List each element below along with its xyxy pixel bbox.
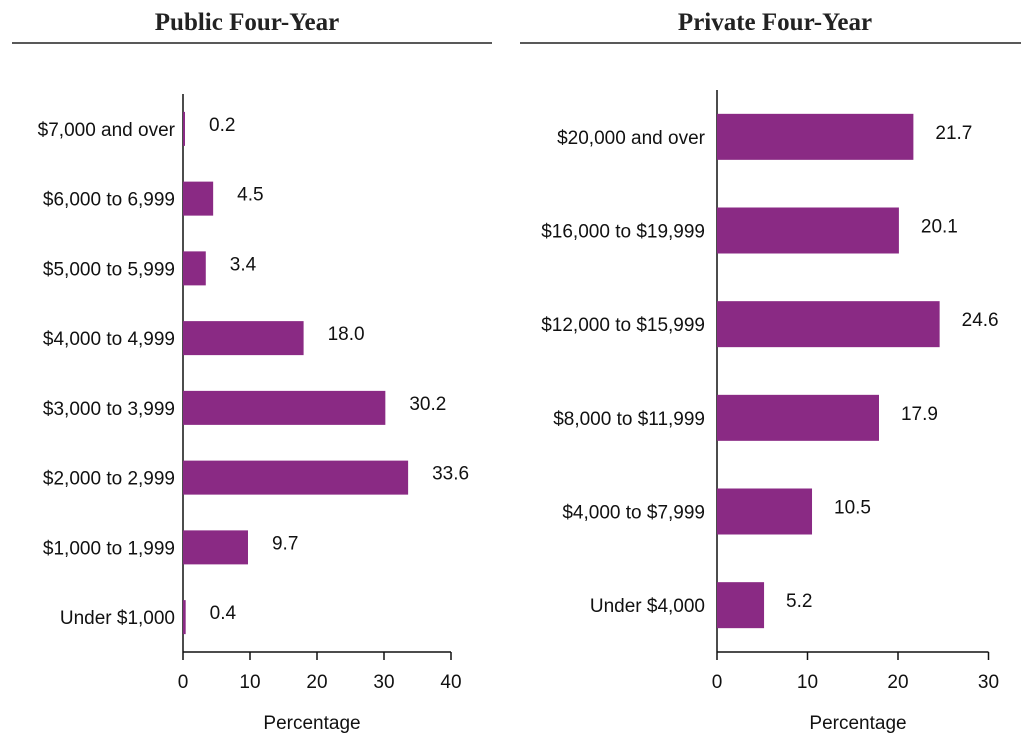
public-x-axis-label: Percentage [263,713,360,734]
public-value-label: 0.2 [209,115,235,136]
panel-private: Private Four-Year 0 10 20 30 Percentage $20,0… [520,9,1021,734]
public-value-label: 30.2 [409,394,446,415]
public-bar [183,390,386,425]
private-category-label: Under $4,000 [590,596,705,617]
plot-public: 0 10 20 30 40 Percentage $7,000 and over 0.2 $6,… [38,94,469,734]
private-x-axis-label: Percentage [809,713,906,734]
public-x-tick-label: 40 [440,672,461,693]
panel-title-public: Public Four-Year [155,9,339,36]
public-value-label: 0.4 [210,603,237,624]
public-bar [183,111,185,146]
private-value-label: 5.2 [786,591,812,612]
public-category-label: $4,000 to 4,999 [43,329,175,350]
public-category-label: $3,000 to 3,999 [43,399,175,420]
private-x-tick-label: 30 [978,672,999,693]
private-bar [717,394,879,441]
public-category-label: $1,000 to 1,999 [43,538,175,559]
private-bar [717,113,914,160]
plot-private: 0 10 20 30 Percentage $20,000 and over 21.7 $16… [541,90,999,734]
private-value-label: 24.6 [962,310,999,331]
private-bar [717,582,765,629]
public-value-label: 18.0 [328,324,365,345]
public-bar [183,321,304,356]
public-bar [183,600,186,635]
private-value-label: 21.7 [935,123,972,144]
private-category-label: $16,000 to $19,999 [541,222,705,243]
public-value-label: 4.5 [237,185,263,206]
private-x-tick-label: 20 [887,672,908,693]
private-bar [717,488,813,535]
public-x-tick-label: 20 [306,672,327,693]
public-value-label: 33.6 [432,464,469,485]
public-value-label: 3.4 [230,254,257,275]
public-category-label: $2,000 to 2,999 [43,469,175,490]
private-value-label: 10.5 [834,498,871,519]
private-category-label: $20,000 and over [557,128,706,149]
private-x-tick-label: 10 [797,672,818,693]
public-x-tick-label: 30 [373,672,394,693]
public-bar [183,251,206,286]
panel-public: Public Four-Year 0 10 20 30 40 Percentage $7,0… [12,9,492,734]
private-x-tick-label: 0 [712,672,723,693]
private-category-label: $8,000 to $11,999 [553,409,705,430]
public-bar [183,530,248,565]
private-value-label: 17.9 [901,404,938,425]
private-bar [717,301,940,348]
public-category-label: Under $1,000 [60,608,175,629]
public-bar [183,181,214,216]
private-category-label: $4,000 to $7,999 [562,503,705,524]
public-category-label: $6,000 to 6,999 [43,190,175,211]
private-bar [717,207,899,254]
public-x-tick-label: 10 [239,672,260,693]
public-category-label: $7,000 and over [38,120,176,141]
private-value-label: 20.1 [921,217,958,238]
public-category-label: $5,000 to 5,999 [43,259,175,280]
panel-title-private: Private Four-Year [678,9,872,36]
public-bar [183,460,409,495]
public-value-label: 9.7 [272,533,298,554]
private-category-label: $12,000 to $15,999 [541,315,705,336]
public-x-tick-label: 0 [178,672,189,693]
